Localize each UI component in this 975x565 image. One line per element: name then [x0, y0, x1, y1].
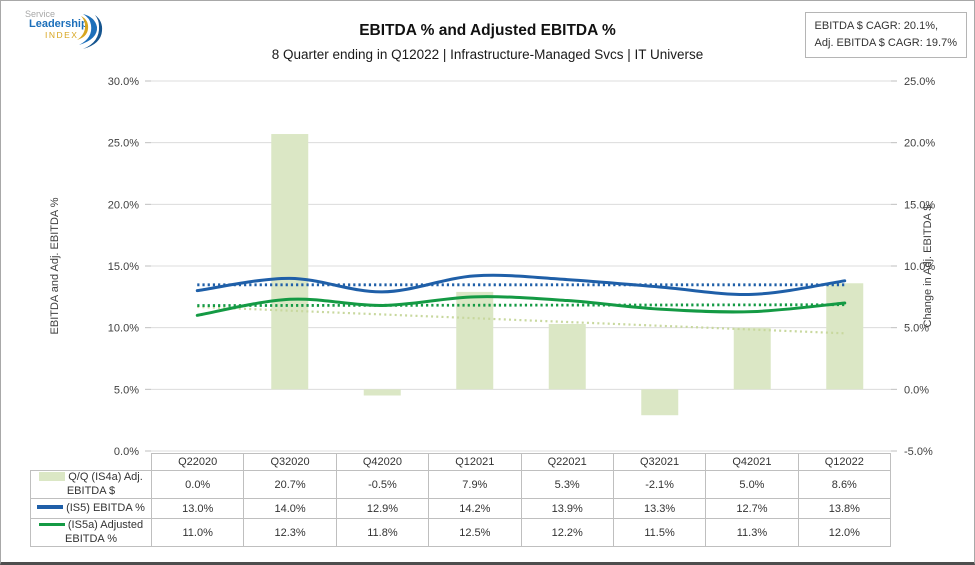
left-axis-title: EBITDA and Adj. EBITDA % [49, 197, 61, 334]
left-axis-label: 0.0% [114, 446, 139, 458]
adj-ebitda-line-legend-swatch [38, 522, 65, 527]
bar-qq-adj-ebitda [363, 389, 401, 396]
left-axis-label: 5.0% [114, 384, 139, 396]
row-ebitda-pct: (IS5) EBITDA % 13.0% 14.0% 12.9% 14.2% 13.9% 1… [30, 498, 892, 519]
table-value-cell: 13.9% [520, 498, 614, 519]
adj-ebitda-line [195, 295, 847, 317]
table-value-cell: 14.2% [428, 498, 522, 519]
table-header-quarter: Q22021 [520, 453, 614, 471]
legend-cell: (IS5a) Adjusted EBITDA % [30, 518, 152, 547]
left-axis-label: 25.0% [108, 138, 139, 150]
table-value-cell: 12.7% [705, 498, 799, 519]
table-value-cell: 12.2% [520, 518, 614, 547]
right-axis-label: 20.0% [904, 138, 935, 150]
right-axis-label: -5.0% [904, 446, 933, 458]
bar-qq-adj-ebitda [456, 291, 494, 390]
table-header-quarter: Q32021 [612, 453, 707, 471]
left-axis-label: 10.0% [108, 323, 139, 335]
bar-qq-adj-ebitda [826, 283, 864, 390]
cagr-box: EBITDA $ CAGR: 20.1%, Adj. EBITDA $ CAGR… [804, 12, 967, 58]
table-value-cell: 14.0% [243, 498, 337, 519]
quarter-data-table: Q22020 Q32020 Q42020 Q12021 Q22021 Q32021 Q420… [30, 453, 892, 547]
right-axis-label: 10.0% [904, 261, 935, 273]
table-value-cell: 12.9% [335, 498, 430, 519]
service-leadership-logo: Service Leadership INDEX [11, 8, 106, 50]
right-axis-label: 25.0% [904, 76, 935, 88]
right-axis-label: 15.0% [904, 199, 935, 211]
bar-qq-adj-ebitda [641, 389, 679, 416]
table-value-cell: 11.0% [150, 518, 245, 547]
cagr-line-adj-ebitda: Adj. EBITDA $ CAGR: 19.7% [814, 36, 957, 49]
combo-chart: 0.0% -5.0% 5.0% 0.0% 10.0% 5.0% 15.0% 10.0% 20.0… [49, 76, 935, 458]
table-value-cell: 12.0% [797, 518, 892, 547]
ebitda-line [195, 273, 847, 296]
table-value-cell: 7.9% [428, 470, 522, 499]
right-axis-title: Change in Adj. EBITDA $ [922, 205, 934, 328]
left-axis-label: 20.0% [108, 199, 139, 211]
table-value-cell: 0.0% [150, 470, 245, 499]
logo-text-service: Service [25, 9, 56, 19]
table-value-cell: 5.3% [520, 470, 614, 499]
logo-swoosh-icon [77, 14, 103, 49]
table-value-cell: 11.3% [705, 518, 799, 547]
ebitda-line-legend-swatch [37, 505, 64, 509]
row-qq-adj-ebitda: Q/Q (IS4a) Adj. EBITDA $ 0.0% 20.7% -0.5% 7.… [30, 470, 892, 499]
table-header-quarter: Q12022 [797, 453, 892, 471]
table-header-quarter: Q42021 [705, 453, 799, 471]
logo-text-index: INDEX [45, 30, 79, 40]
table-value-cell: -0.5% [335, 470, 430, 499]
table-value-cell: 20.7% [243, 470, 337, 499]
table-value-cell: 12.3% [243, 518, 337, 547]
table-value-cell: 8.6% [797, 470, 892, 499]
bar-qq-adj-ebitda [548, 323, 586, 390]
legend-label: (IS5) EBITDA % [66, 501, 145, 514]
right-axis-label: 5.0% [904, 323, 929, 335]
chart-title: EBITDA % and Adjusted EBITDA % [359, 22, 616, 39]
bar-qq-adj-ebitda [271, 134, 309, 390]
right-axis-label: 0.0% [904, 384, 929, 396]
legend-cell: Q/Q (IS4a) Adj. EBITDA $ [30, 470, 152, 499]
chart-subtitle: 8 Quarter ending in Q12022 | Infrastruct… [271, 47, 704, 62]
table-value-cell: 5.0% [705, 470, 799, 499]
table-header-quarter: Q42020 [335, 453, 430, 471]
bar-qq-adj-ebitda [733, 327, 771, 390]
row-adj-ebitda-pct: (IS5a) Adjusted EBITDA % 11.0% 12.3% 11.8% 1… [30, 518, 892, 547]
legend-label: Q/Q (IS4a) Adj. EBITDA $ [66, 471, 143, 497]
table-header-quarter: Q32020 [243, 453, 337, 471]
left-axis-label: 30.0% [108, 76, 139, 88]
table-value-cell: 12.5% [428, 518, 522, 547]
legend-label: (IS5a) Adjusted EBITDA % [65, 519, 144, 545]
table-value-cell: 13.0% [150, 498, 245, 519]
table-value-cell: 13.3% [612, 498, 707, 519]
trendline-qq-adj-ebitda [197, 305, 845, 335]
left-axis-label: 15.0% [108, 261, 139, 273]
logo-text-leadership: Leadership [29, 18, 88, 30]
cagr-line-ebitda: EBITDA $ CAGR: 20.1%, [814, 20, 939, 32]
trendline-adj-ebitda-pct [197, 303, 845, 307]
bar-legend-swatch [39, 472, 66, 482]
legend-cell: (IS5) EBITDA % [30, 498, 152, 519]
table-header-quarter: Q22020 [150, 453, 245, 471]
table-value-cell: 13.8% [797, 498, 892, 519]
table-header-quarter: Q12021 [428, 453, 522, 471]
table-value-cell: 11.8% [335, 518, 430, 547]
table-corner-cell [31, 454, 152, 471]
table-value-cell: 11.5% [612, 518, 707, 547]
table-value-cell: -2.1% [612, 470, 707, 499]
